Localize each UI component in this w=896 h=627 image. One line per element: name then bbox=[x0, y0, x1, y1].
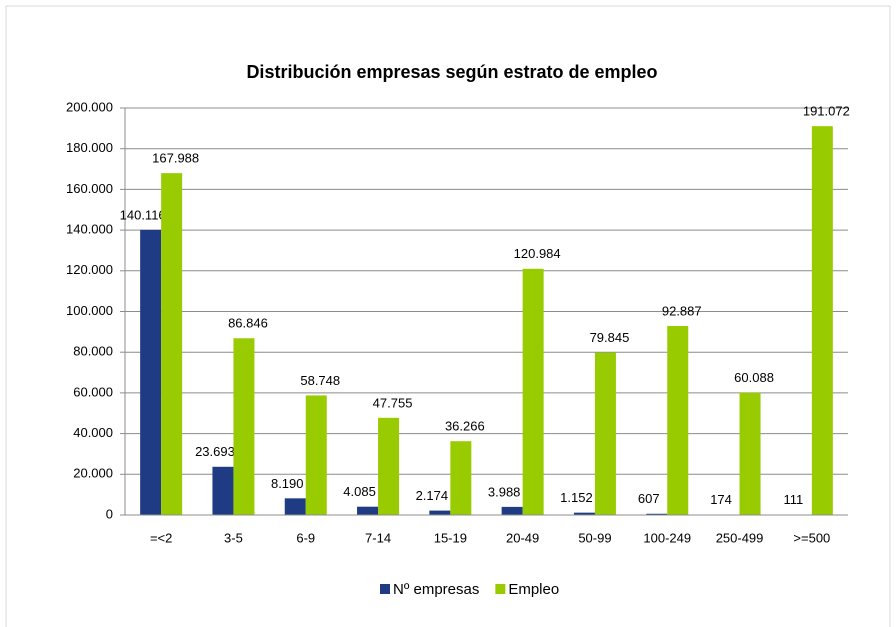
bar bbox=[739, 392, 761, 515]
bar bbox=[594, 352, 616, 515]
data-label: 23.693 bbox=[195, 444, 235, 459]
x-tick-label: 250-499 bbox=[716, 530, 764, 545]
data-label: 167.988 bbox=[152, 151, 199, 166]
legend-swatch bbox=[495, 584, 506, 594]
data-label: 92.887 bbox=[662, 303, 702, 318]
legend-label: Nº empresas bbox=[393, 581, 479, 598]
bar bbox=[161, 173, 183, 516]
x-tick-label: =<2 bbox=[150, 530, 172, 545]
y-tick-label: 20.000 bbox=[73, 466, 113, 481]
data-label: 36.266 bbox=[445, 419, 485, 434]
x-tick-label: 6-9 bbox=[296, 530, 315, 545]
y-tick-label: 160.000 bbox=[66, 181, 113, 196]
y-tick-label: 140.000 bbox=[66, 222, 113, 237]
data-label: 2.174 bbox=[416, 488, 449, 503]
y-tick-label: 0 bbox=[106, 506, 113, 521]
data-label: 120.984 bbox=[514, 246, 561, 261]
chart-title: Distribución empresas según estrato de e… bbox=[246, 62, 657, 82]
legend-swatch bbox=[380, 584, 390, 594]
data-label: 79.845 bbox=[590, 330, 630, 345]
data-label: 191.072 bbox=[803, 104, 850, 119]
bar bbox=[429, 510, 451, 515]
data-label: 60.088 bbox=[734, 370, 774, 385]
legend-label: Empleo bbox=[508, 581, 559, 598]
bar bbox=[357, 506, 379, 515]
bar bbox=[212, 466, 234, 515]
bar bbox=[667, 325, 689, 515]
data-label: 174 bbox=[710, 492, 732, 507]
x-tick-label: 7-14 bbox=[365, 530, 391, 545]
data-label: 58.748 bbox=[300, 373, 340, 388]
y-tick-label: 100.000 bbox=[66, 303, 113, 318]
y-tick-label: 80.000 bbox=[73, 344, 113, 359]
x-tick-label: 100-249 bbox=[643, 530, 691, 545]
x-tick-label: >=500 bbox=[793, 530, 830, 545]
data-label: 8.190 bbox=[271, 476, 304, 491]
bar bbox=[522, 268, 544, 515]
x-tick-label: 3-5 bbox=[224, 530, 243, 545]
data-label: 607 bbox=[638, 491, 660, 506]
bar bbox=[646, 513, 668, 515]
bar bbox=[501, 506, 523, 515]
bar bbox=[233, 338, 255, 515]
y-tick-label: 180.000 bbox=[66, 140, 113, 155]
chart-frame bbox=[5, 5, 891, 627]
data-label: 3.988 bbox=[488, 484, 521, 499]
y-tick-label: 40.000 bbox=[73, 425, 113, 440]
data-label: 4.085 bbox=[343, 484, 376, 499]
y-tick-label: 60.000 bbox=[73, 384, 113, 399]
x-tick-label: 20-49 bbox=[506, 530, 539, 545]
bar bbox=[305, 395, 327, 515]
data-label: 47.755 bbox=[373, 395, 413, 410]
bar bbox=[811, 126, 833, 515]
x-tick-label: 15-19 bbox=[434, 530, 467, 545]
bar bbox=[378, 417, 400, 515]
data-label: 86.846 bbox=[228, 316, 268, 331]
bar bbox=[284, 498, 306, 515]
y-tick-label: 120.000 bbox=[66, 262, 113, 277]
bar bbox=[140, 229, 162, 515]
data-label: 140.116 bbox=[120, 207, 166, 222]
y-tick-label: 200.000 bbox=[66, 99, 113, 114]
bar bbox=[450, 441, 472, 515]
bar bbox=[573, 512, 595, 515]
x-tick-label: 50-99 bbox=[578, 530, 611, 545]
data-label: 1.152 bbox=[560, 490, 593, 505]
data-label: 111 bbox=[783, 492, 803, 507]
